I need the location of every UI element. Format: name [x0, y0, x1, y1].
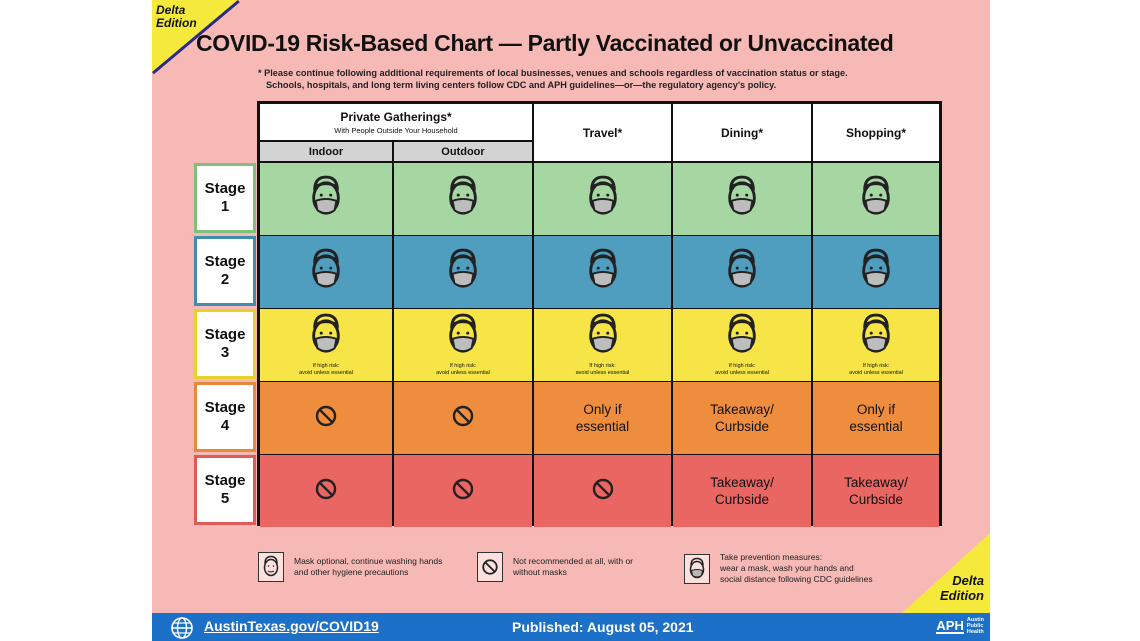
table-cell: [813, 236, 939, 308]
stage-label: Stage 2: [194, 236, 256, 306]
face-icon: [258, 552, 284, 582]
masked-face-icon: [444, 175, 482, 224]
table-cell: Only if essential: [813, 382, 939, 454]
aph-logo: APH Austin Public Health: [936, 617, 984, 635]
stage-label: Stage 4: [194, 382, 256, 452]
table-cell: [260, 163, 392, 235]
table-cell: [813, 163, 939, 235]
prohibited-icon: [451, 477, 475, 506]
masked-face-icon: [857, 313, 895, 362]
prohibited-icon: [314, 477, 338, 506]
masked-face-icon: [444, 248, 482, 297]
website-link[interactable]: AustinTexas.gov/COVID19: [204, 618, 379, 634]
masked-face-icon: [584, 313, 622, 362]
table-cell: Takeaway/Curbside: [813, 455, 939, 527]
globe-icon: [171, 617, 193, 639]
stage-label: Stage 5: [194, 455, 256, 525]
table-cell: Takeaway/Curbside: [673, 455, 811, 527]
table-cell: [394, 163, 532, 235]
header-outdoor: Outdoor: [394, 142, 532, 161]
table-cell: [260, 236, 392, 308]
footer-bar: AustinTexas.gov/COVID19 Published: Augus…: [152, 613, 990, 641]
table-cell: If high risk: avoid unless essential: [260, 309, 392, 381]
table-cell: [394, 382, 532, 454]
stage-label: Stage 1: [194, 163, 256, 233]
masked-face-icon: [857, 175, 895, 224]
table-cell: [673, 163, 811, 235]
edition-corner-bottom: [902, 533, 990, 613]
table-cell: Takeaway/Curbside: [673, 382, 811, 454]
masked-face-icon: [723, 175, 761, 224]
table-cell: [534, 455, 671, 527]
poster-title: COVID-19 Risk-Based Chart — Partly Vacci…: [196, 30, 894, 56]
table-cell: Only if essential: [534, 382, 671, 454]
masked-face-icon: [307, 175, 345, 224]
header-shopping: Shopping*: [813, 104, 939, 161]
table-cell: [260, 382, 392, 454]
prohibited-icon: [477, 552, 503, 582]
table-cell: If high risk: avoid unless essential: [394, 309, 532, 381]
table-cell: [673, 236, 811, 308]
table-cell: [534, 236, 671, 308]
masked-face-icon: [584, 175, 622, 224]
table-cell: [394, 455, 532, 527]
masked-face-icon: [307, 313, 345, 362]
table-cell: [534, 163, 671, 235]
legend-prevention: Take prevention measures: wear a mask, w…: [684, 552, 873, 585]
table-cell: If high risk: avoid unless essential: [673, 309, 811, 381]
table-cell: [394, 236, 532, 308]
masked-face-icon: [307, 248, 345, 297]
edition-badge-top: Delta Edition: [156, 3, 197, 30]
masked-face-icon: [684, 553, 710, 584]
prohibited-icon: [591, 477, 615, 506]
masked-face-icon: [723, 313, 761, 362]
stage-label: Stage 3: [194, 309, 256, 379]
table-cell: If high risk: avoid unless essential: [534, 309, 671, 381]
header-private-gatherings: Private Gatherings* With People Outside …: [260, 104, 532, 140]
prohibited-icon: [314, 404, 338, 433]
published-date: Published: August 05, 2021: [512, 619, 694, 635]
masked-face-icon: [444, 313, 482, 362]
header-indoor: Indoor: [260, 142, 392, 161]
risk-table: Private Gatherings* With People Outside …: [257, 101, 942, 527]
legend-not-recommended: Not recommended at all, with or without …: [477, 552, 633, 582]
table-cell: [260, 455, 392, 527]
requirements-note: * Please continue following additional r…: [258, 68, 848, 90]
masked-face-icon: [723, 248, 761, 297]
legend-mask-optional: Mask optional, continue washing hands an…: [258, 552, 442, 582]
edition-badge-bottom: Delta Edition: [939, 573, 984, 603]
masked-face-icon: [584, 248, 622, 297]
covid-risk-poster: Delta Edition COVID-19 Risk-Based Chart …: [152, 0, 990, 641]
masked-face-icon: [857, 248, 895, 297]
header-dining: Dining*: [673, 104, 811, 161]
prohibited-icon: [451, 404, 475, 433]
header-travel: Travel*: [534, 104, 671, 161]
table-cell: If high risk: avoid unless essential: [813, 309, 939, 381]
